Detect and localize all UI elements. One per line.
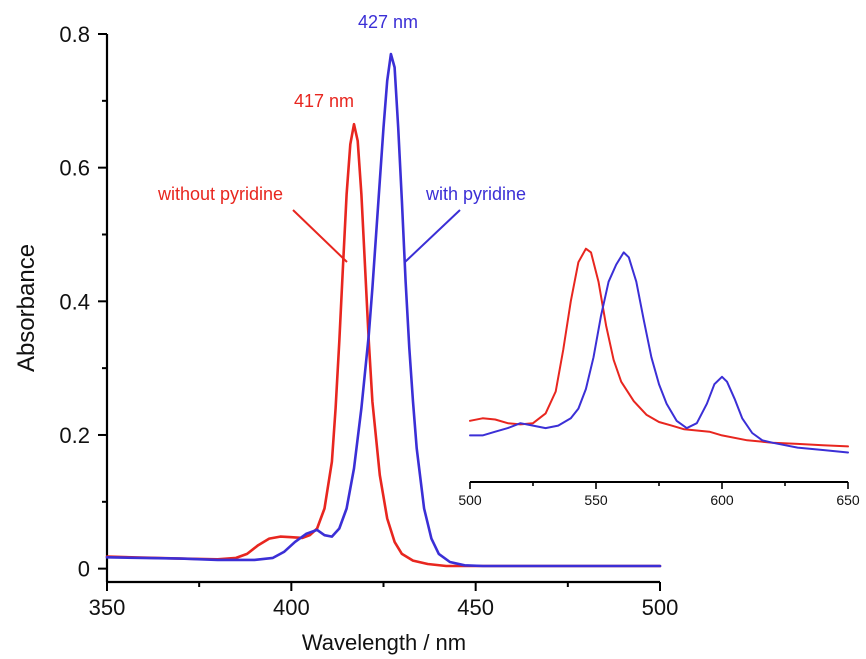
peak-label-417: 417 nm: [294, 91, 354, 111]
x-axis-title: Wavelength / nm: [302, 630, 466, 655]
y-tick-label: 0.6: [59, 156, 90, 181]
inset-x-tick-label: 500: [458, 492, 482, 508]
x-tick-label: 400: [273, 595, 310, 620]
inset-x-tick-label: 550: [584, 492, 608, 508]
series-label-without-pyridine: without pyridine: [157, 184, 283, 204]
inset-series-line-with-pyridine: [469, 251, 849, 454]
y-tick-label: 0.8: [59, 22, 90, 47]
peak-label-427: 427 nm: [358, 12, 418, 32]
pointer-line-with-pyridine: [404, 209, 461, 263]
y-axis-title: Absorbance: [13, 244, 40, 372]
y-tick-label: 0.4: [59, 289, 90, 314]
y-tick-label: 0.2: [59, 423, 90, 448]
main-ticks: [98, 33, 661, 591]
y-tick-label: 0: [78, 557, 90, 582]
main-series: [105, 52, 662, 568]
x-tick-label: 450: [457, 595, 494, 620]
inset-series-line-without-pyridine: [469, 247, 849, 448]
inset-ticks: [469, 482, 849, 489]
inset-x-tick-label: 600: [710, 492, 734, 508]
inset-background: [470, 228, 848, 454]
series-line-without-pyridine: [105, 122, 662, 568]
inset-x-tick-label: 650: [836, 492, 860, 508]
x-tick-label: 500: [642, 595, 679, 620]
series-label-with-pyridine: with pyridine: [425, 184, 526, 204]
series-line-with-pyridine: [105, 52, 662, 568]
pointer-line-without-pyridine: [292, 209, 348, 263]
x-tick-label: 350: [89, 595, 126, 620]
inset-series: [469, 247, 849, 454]
